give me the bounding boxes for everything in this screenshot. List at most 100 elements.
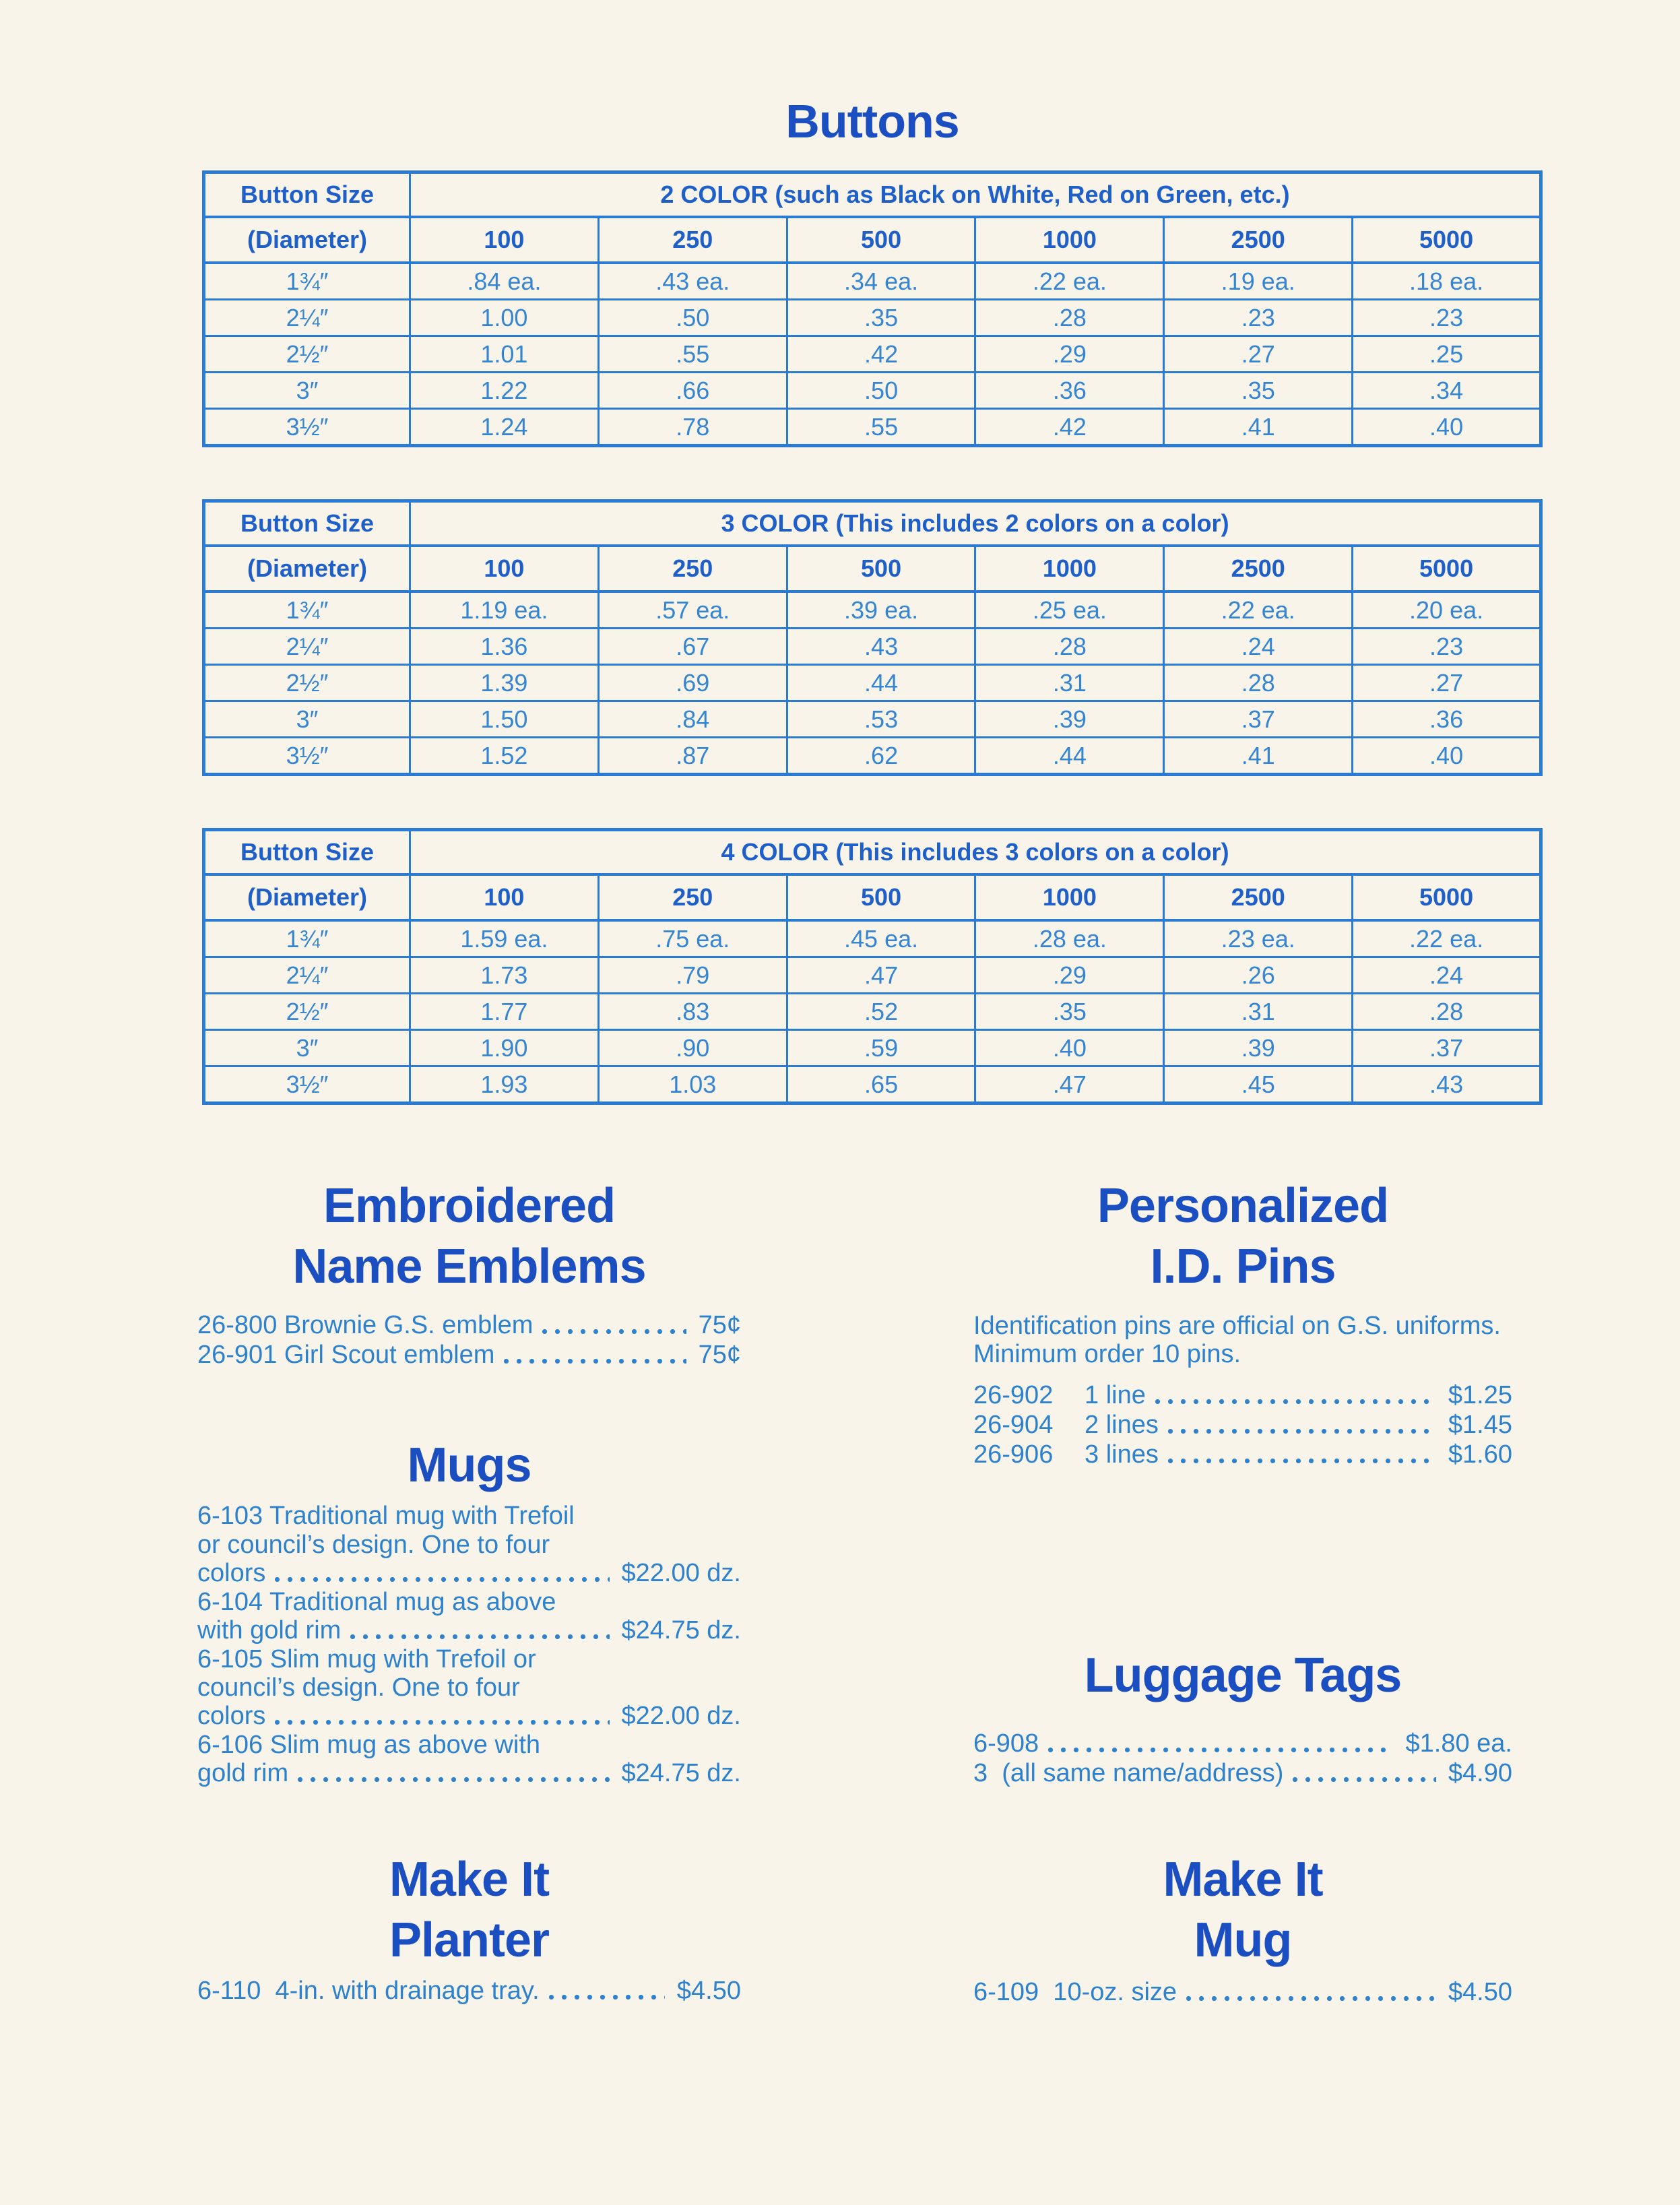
price-cell: .28 (974, 298, 1165, 337)
description-line: Minimum order 10 pins. (973, 1340, 1241, 1368)
price-cell: .52 (785, 992, 977, 1031)
item-description-line: 6-103 Traditional mug with Trefoil (197, 1502, 575, 1530)
section-mugs: Mugs 6-103 Traditional mug with Trefoil … (197, 1435, 741, 1788)
section-embroidered-name-emblems: Embroidered Name Emblems 26-800 Brownie … (197, 1176, 741, 1370)
quantity-header-cell: 2500 (1163, 544, 1354, 593)
item-price-line: colors $22.00 dz. (197, 1559, 741, 1588)
item-price: $1.25 (1448, 1381, 1512, 1409)
price-cell: .44 (785, 664, 977, 702)
size-cell: 3″ (203, 1029, 411, 1067)
section-title-line: Embroidered (323, 1179, 616, 1233)
item-code: 26-904 (973, 1411, 1054, 1439)
price-cell: .37 (1163, 700, 1354, 738)
section-make-it-planter: Make It Planter 6-110 4-in. with drainag… (197, 1849, 741, 2006)
size-cell: 1¾″ (203, 261, 411, 300)
price-cell: .84 (597, 700, 788, 738)
price-cell: 1.93 (409, 1065, 600, 1104)
price-cell: 1.22 (409, 371, 600, 410)
section-title-line: Mug (1194, 1913, 1293, 1967)
price-cell: 1.52 (409, 736, 600, 775)
item-price: $1.60 (1448, 1440, 1512, 1469)
price-row: 3½″ 1.52 .87 .62 .44 .41 (203, 736, 1542, 775)
item-price-line: colors $22.00 dz. (197, 1702, 741, 1731)
button-size-header-cell: Button Size (203, 500, 411, 547)
price-row: 1¾″ 1.19 ea. .57 ea. .39 ea. .25 ea. (203, 590, 1542, 629)
catalog-item: 26-906 3 lines $1.60 (973, 1440, 1512, 1469)
price-cell: .40 (1351, 736, 1542, 775)
price-cell: .78 (597, 408, 788, 447)
price-cell: .27 (1163, 335, 1354, 373)
section-title-line: Personalized (1097, 1179, 1389, 1233)
catalog-item: 6-105 Slim mug with Trefoil or council’s… (197, 1645, 741, 1731)
dot-leader (542, 1329, 686, 1334)
price-cell: .31 (1163, 992, 1354, 1031)
price-cell: .50 (597, 298, 788, 337)
item-list: 6-110 4-in. with drainage tray. $4.50 (197, 1976, 741, 2006)
button-size-header-cell: Button Size (203, 829, 411, 876)
quantity-header-cell: 5000 (1351, 544, 1542, 593)
item-price: 75¢ (698, 1341, 741, 1369)
price-cell: .40 (1351, 408, 1542, 447)
price-cell: .43 (1351, 1065, 1542, 1104)
section-title: Embroidered Name Emblems (197, 1176, 741, 1297)
catalog-item: 26-904 2 lines $1.45 (973, 1410, 1512, 1440)
price-cell: .41 (1163, 408, 1354, 447)
price-row: 1¾″ 1.59 ea. .75 ea. .45 ea. .28 ea. (203, 919, 1542, 958)
table-color-header-row: Button Size 3 COLOR (This includes 2 col… (203, 500, 1542, 547)
price-cell: .39 (1163, 1029, 1354, 1067)
table-quantity-header-row: (Diameter) 100 250 500 1000 2500 (203, 216, 1542, 264)
size-cell: 2¼″ (203, 627, 411, 666)
item-price: $24.75 dz. (621, 1616, 741, 1644)
price-row: 2¼″ 1.36 .67 .43 .28 .24 (203, 627, 1542, 666)
price-cell: .35 (785, 298, 977, 337)
price-cell: .28 (1163, 664, 1354, 702)
price-cell: .39 (974, 700, 1165, 738)
price-cell: .50 (785, 371, 977, 410)
price-cell: .28 (974, 627, 1165, 666)
size-cell: 2½″ (203, 992, 411, 1031)
catalog-item: 26-901 Girl Scout emblem 75¢ (197, 1340, 741, 1370)
catalog-item: 3 (all same name/address) $4.90 (973, 1758, 1512, 1788)
item-description-line: 6-104 Traditional mug as above (197, 1587, 556, 1616)
price-cell: .57 ea. (597, 590, 788, 629)
button-price-table: Button Size 3 COLOR (This includes 2 col… (202, 499, 1543, 776)
button-price-table: Button Size 2 COLOR (such as Black on Wh… (202, 170, 1543, 447)
table-quantity-header-row: (Diameter) 100 250 500 1000 2500 (203, 544, 1542, 593)
item-description-lines: 6-106 Slim mug as above with (197, 1731, 741, 1760)
item-label: 26-800 Brownie G.S. emblem (197, 1311, 534, 1339)
quantity-header-cell: 250 (597, 544, 788, 593)
item-label: colors (197, 1558, 266, 1587)
dot-leader (275, 1576, 610, 1582)
price-cell: .43 ea. (597, 261, 788, 300)
item-label: 3 lines (1085, 1440, 1159, 1469)
section-title: Mugs (197, 1435, 741, 1496)
table-color-header-row: Button Size 2 COLOR (such as Black on Wh… (203, 171, 1542, 218)
item-label: 26-901 Girl Scout emblem (197, 1341, 495, 1369)
section-title-line: I.D. Pins (1150, 1240, 1336, 1293)
dot-leader (1167, 1429, 1436, 1434)
catalog-item: 6-908 $1.80 ea. (973, 1729, 1512, 1758)
item-code: 26-906 (973, 1440, 1054, 1469)
quantity-header-cell: 500 (785, 544, 977, 593)
dot-leader (504, 1359, 686, 1364)
section-title-line: Make It (1163, 1853, 1323, 1907)
section-title-line: Planter (389, 1913, 550, 1967)
price-cell: .31 (974, 664, 1165, 702)
size-cell: 2½″ (203, 335, 411, 373)
item-list: 26-800 Brownie G.S. emblem 75¢ 26-901 Gi… (197, 1310, 741, 1370)
price-cell: .40 (974, 1029, 1165, 1067)
item-label: 3 (all same name/address) (973, 1759, 1284, 1787)
price-row: 3″ 1.90 .90 .59 .40 .39 (203, 1029, 1542, 1067)
quantity-header-cell: 1000 (974, 873, 1165, 922)
diameter-header-cell: (Diameter) (203, 544, 411, 593)
price-cell: .87 (597, 736, 788, 775)
price-cell: .75 ea. (597, 919, 788, 958)
section-title: Make It Mug (973, 1849, 1512, 1971)
section-luggage-tags: Luggage Tags 6-908 $1.80 ea. 3 (all same… (973, 1645, 1512, 1788)
dot-leader (1186, 1996, 1436, 2001)
price-cell: .24 (1163, 627, 1354, 666)
item-price: $1.45 (1448, 1411, 1512, 1439)
catalog-item: 6-109 10-oz. size $4.50 (973, 1977, 1512, 2007)
price-cell: .22 ea. (974, 261, 1165, 300)
item-label: 1 line (1085, 1381, 1146, 1409)
